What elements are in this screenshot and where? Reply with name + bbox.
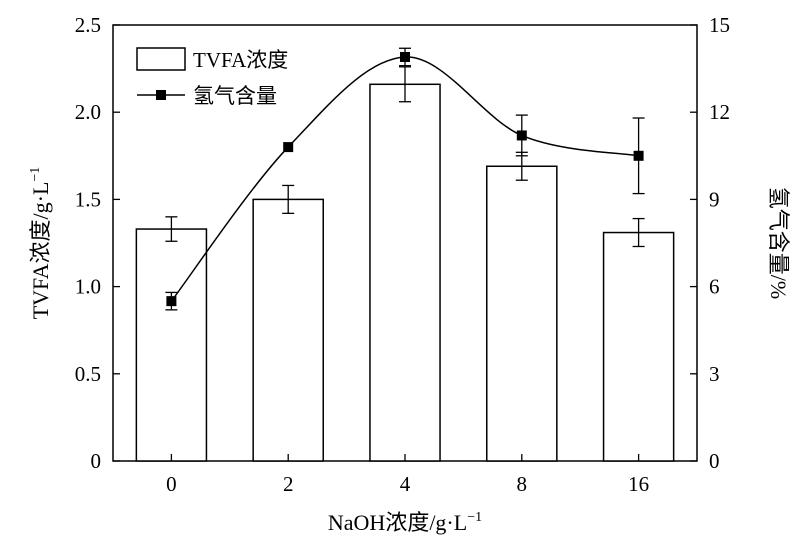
line-point [400,51,410,62]
x-tick-label: 2 [283,472,294,496]
x-axis-title: NaOH浓度/g·L−1 [328,510,482,535]
bar [252,198,324,462]
legend: TVFA浓度 氢气含量 [136,47,288,108]
bar-series [135,66,675,462]
line-series [165,47,645,311]
x-tick-label: 8 [517,472,528,496]
y-right-tick-label: 9 [709,187,720,211]
x-tick-label: 0 [166,472,177,496]
bar-error [165,216,178,242]
y-left-tick-label: 1.0 [75,275,101,299]
bar [369,83,441,462]
y-left-tick-label: 2.5 [75,13,101,37]
y-axis-right-title: 氢气含量/% [766,187,791,299]
x-axis-title-sup: −1 [467,510,482,525]
bar [602,231,675,462]
y-left-tick-label: 0.5 [75,362,101,386]
y-right-tick-label: 0 [709,449,720,473]
x-tick-label: 4 [400,472,411,496]
y-axis-left-title: TVFA浓度/g·L−1 [28,167,53,320]
y-right-tick-label: 3 [709,362,720,386]
y-left-tick-label: 0 [91,449,102,473]
y-axis-left-title-sup: −1 [28,167,43,182]
bar [486,165,558,462]
legend-bar-label: TVFA浓度 [193,48,288,72]
y-right-tick-label: 12 [709,100,730,124]
bar-error [399,66,411,103]
bar-error [632,217,645,248]
legend-line-label: 氢气含量 [193,84,277,108]
legend-bar-swatch [136,47,186,71]
line-point [283,142,294,153]
line-point [633,150,644,161]
x-tick-label: 16 [628,472,649,496]
axes: 0 0.5 1.0 1.5 2.0 2.5 0 3 6 9 12 15 0 2 4 8 16 [75,13,730,496]
y-left-tick-label: 1.5 [75,187,101,211]
line-point [166,296,177,307]
legend-line-marker [156,90,166,100]
y-right-tick-label: 6 [709,275,720,299]
y-left-tick-label: 2.0 [75,100,101,124]
line-point [516,130,527,141]
bar-error [282,184,295,215]
bar [135,228,208,462]
y-right-tick-label: 15 [709,13,730,37]
